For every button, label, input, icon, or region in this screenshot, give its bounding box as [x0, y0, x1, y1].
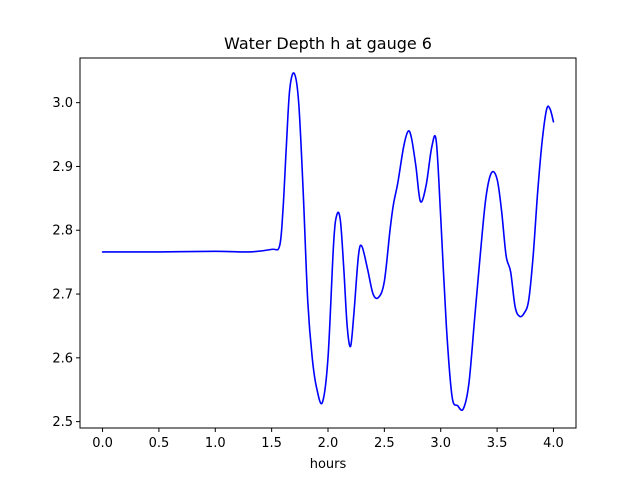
chart-title: Water Depth h at gauge 6	[224, 34, 432, 53]
y-tick-label: 3.0	[52, 96, 73, 111]
plot-area	[101, 72, 555, 412]
y-tick-label: 2.6	[52, 351, 73, 366]
series-line	[101, 72, 555, 412]
y-tick-label: 2.5	[52, 415, 73, 430]
y-tick-label: 2.8	[52, 224, 73, 239]
x-axis-label: hours	[310, 457, 347, 472]
x-tick-label: 3.5	[487, 436, 508, 451]
x-tick-label: 2.5	[374, 436, 395, 451]
x-axis: 0.0 0.5 1.0 1.5 2.0 2.5 3.0 3.5 4.0	[92, 428, 564, 451]
y-tick-label: 2.9	[52, 160, 73, 175]
x-tick-label: 2.0	[318, 436, 339, 451]
y-tick-label: 2.7	[52, 288, 73, 303]
x-tick-label: 1.0	[205, 436, 226, 451]
y-axis: 2.5 2.6 2.7 2.8 2.9 3.0	[52, 96, 80, 430]
x-tick-label: 0.0	[92, 436, 113, 451]
x-tick-label: 3.0	[430, 436, 451, 451]
x-tick-label: 0.5	[149, 436, 170, 451]
x-tick-label: 1.5	[261, 436, 282, 451]
x-tick-label: 4.0	[543, 436, 564, 451]
